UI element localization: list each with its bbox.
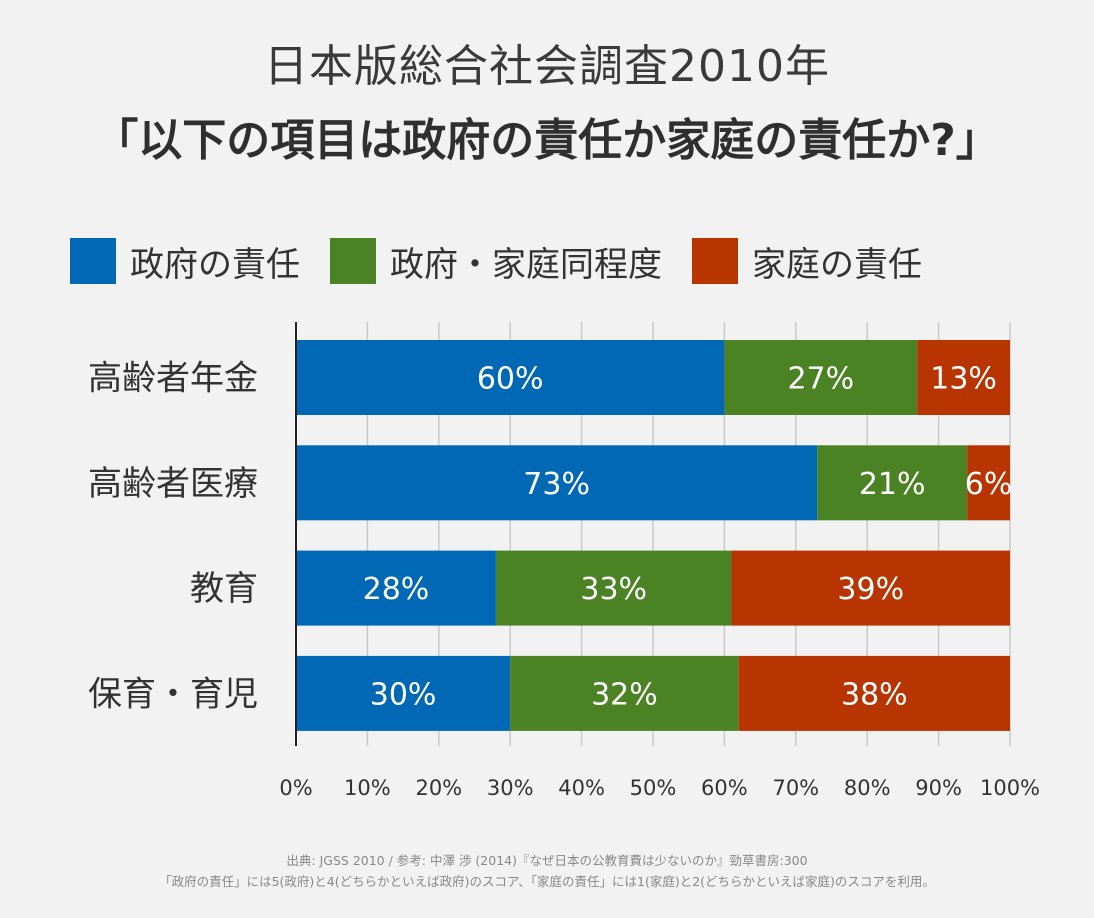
bar-value-label-2-2: 39% bbox=[837, 572, 904, 607]
bar-segment-0-0 bbox=[296, 340, 725, 415]
bar-value-label-1-1: 21% bbox=[859, 467, 926, 502]
legend-label-family: 家庭の責任 bbox=[752, 244, 922, 285]
chart-title-line2: 「以下の項目は政府の責任か家庭の責任か?」 bbox=[94, 115, 1000, 166]
bar-value-label-2-0: 28% bbox=[363, 572, 430, 607]
legend-label-both: 政府・家庭同程度 bbox=[390, 244, 662, 285]
x-tick-label-60: 60% bbox=[701, 776, 748, 800]
legend-item-family: 家庭の責任 bbox=[692, 237, 922, 286]
bar-value-label-0-2: 13% bbox=[930, 362, 997, 397]
source-line-2: 「政府の責任」には5(政府)と4(どちらかといえば政府)のスコア、「家庭の責任」… bbox=[159, 874, 935, 889]
source-note: 出典: JGSS 2010 / 参考: 中澤 渉 (2014)『なぜ日本の公教育… bbox=[0, 850, 1094, 892]
bar-segment-3-2 bbox=[738, 655, 1010, 731]
legend-label-government: 政府の責任 bbox=[130, 244, 300, 285]
bar-segment-1-0 bbox=[296, 445, 818, 521]
x-tick-label-10: 10% bbox=[344, 776, 391, 800]
bar-segment-2-2 bbox=[731, 550, 1010, 626]
bar-segment-3-0 bbox=[296, 655, 511, 731]
bar-segment-1-1 bbox=[817, 445, 968, 521]
bar-value-label-2-1: 33% bbox=[580, 572, 647, 607]
bar-segment-2-1 bbox=[495, 550, 732, 626]
x-tick-label-20: 20% bbox=[415, 776, 462, 800]
bar-segment-1-2 bbox=[967, 445, 1010, 521]
x-tick-label-50: 50% bbox=[630, 776, 677, 800]
x-tick-label-70: 70% bbox=[772, 776, 819, 800]
bar-segment-0-2 bbox=[917, 340, 1010, 415]
bar-segment-3-1 bbox=[510, 655, 739, 731]
category-label-2: 教育 bbox=[190, 569, 258, 609]
bar-value-label-3-1: 32% bbox=[591, 677, 658, 712]
chart-title-line1: 日本版総合社会調査2010年 bbox=[264, 41, 830, 92]
legend-item-both: 政府・家庭同程度 bbox=[330, 237, 662, 286]
x-tick-label-40: 40% bbox=[558, 776, 605, 800]
x-tick-label-100: 100% bbox=[980, 776, 1040, 800]
category-label-1: 高齢者医療 bbox=[88, 464, 258, 504]
legend-swatch-family bbox=[692, 238, 738, 284]
bar-value-label-3-2: 38% bbox=[841, 677, 908, 712]
bar-value-label-1-0: 73% bbox=[523, 467, 590, 502]
x-tick-label-80: 80% bbox=[844, 776, 891, 800]
category-label-0: 高齢者年金 bbox=[88, 359, 258, 399]
x-tick-label-0: 0% bbox=[279, 776, 312, 800]
x-tick-label-90: 90% bbox=[915, 776, 962, 800]
bar-value-label-0-1: 27% bbox=[787, 362, 854, 397]
chart-legend: 政府の責任 政府・家庭同程度 家庭の責任 bbox=[70, 236, 952, 286]
source-line-1: 出典: JGSS 2010 / 参考: 中澤 渉 (2014)『なぜ日本の公教育… bbox=[286, 853, 808, 868]
x-tick-label-30: 30% bbox=[487, 776, 534, 800]
legend-item-government: 政府の責任 bbox=[70, 237, 300, 286]
bar-value-label-3-0: 30% bbox=[370, 677, 437, 712]
bar-segment-0-1 bbox=[724, 340, 918, 415]
bar-value-label-1-2: 6% bbox=[965, 467, 1013, 502]
bar-segment-2-0 bbox=[296, 550, 496, 626]
legend-swatch-government bbox=[70, 238, 116, 284]
legend-swatch-both bbox=[330, 238, 376, 284]
bar-value-label-0-0: 60% bbox=[477, 362, 544, 397]
category-label-3: 保育・育児 bbox=[88, 674, 258, 714]
